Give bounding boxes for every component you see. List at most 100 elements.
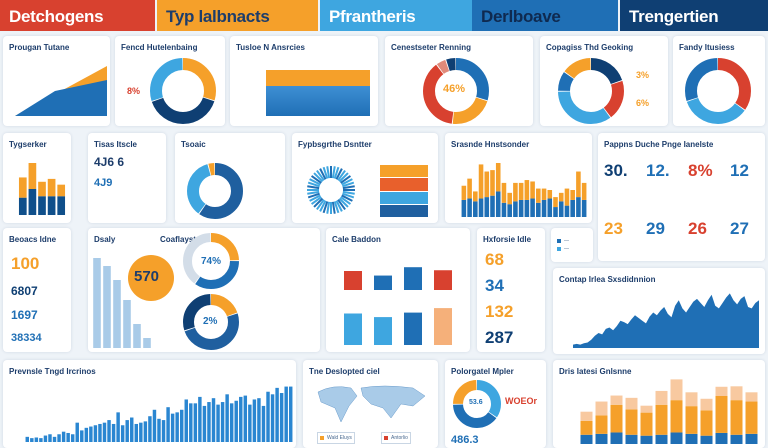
kpi-value: 6807 (11, 284, 38, 298)
bar-segment (38, 196, 46, 215)
bar-segment (581, 199, 587, 217)
sunburst-ray (342, 190, 355, 195)
bar (34, 437, 39, 442)
bar-segment (685, 406, 698, 434)
card-title: Srasnde Hnstsonder (451, 140, 530, 149)
bar (239, 396, 243, 442)
bar (93, 258, 101, 348)
donut-segment (423, 58, 489, 124)
bar-segment (625, 409, 638, 435)
card-title: Contap Irlea Sxsdidnnion (559, 275, 656, 284)
bar (102, 422, 107, 442)
map-legend-item: Antorlio (381, 432, 411, 444)
bar-segment (715, 396, 728, 433)
card-donut: Fencd Hutelenbaing 8% (115, 36, 225, 126)
bar-segment (541, 188, 547, 200)
card-title: Dsaly (94, 235, 116, 244)
sunburst-ray (309, 194, 321, 202)
bar-segment (745, 433, 758, 444)
bar-segment (715, 432, 728, 444)
tab-1[interactable]: Detchogens (0, 0, 155, 31)
bar (275, 387, 279, 442)
bar-segment (524, 199, 530, 217)
bar-segment (640, 405, 653, 413)
card-title: Prougan Tutane (9, 43, 70, 52)
tab-3[interactable]: Pfrantheris (320, 0, 472, 31)
bar-segment (655, 434, 668, 444)
tab-5[interactable]: Trengertien (620, 0, 768, 31)
bar-segment (467, 178, 472, 199)
tab-2[interactable]: Typ lalbnacts (157, 0, 318, 31)
bar (279, 393, 284, 442)
card-title: Hxforsie Idle (483, 235, 532, 244)
sunburst-ray (313, 197, 324, 208)
bar-segment (57, 196, 66, 215)
bar-segment (745, 392, 758, 402)
kpi-value: 23 (604, 219, 623, 238)
kpi-value: 74% (201, 256, 222, 267)
donut-segment (187, 163, 243, 219)
sunburst-ray (313, 172, 324, 183)
kpi-value: 132 (485, 302, 514, 321)
stacked-bar-chart (461, 163, 587, 217)
bar-segment (655, 404, 668, 435)
bar (80, 430, 84, 442)
donut-segment (423, 58, 489, 124)
bar-segment (558, 201, 564, 217)
sunburst-ray (338, 172, 349, 183)
bar (434, 270, 452, 290)
card-title: Tusloe N Ansrcies (236, 43, 305, 52)
bar (43, 435, 48, 442)
stacked-bar-chart (18, 163, 66, 215)
bar-segment (625, 397, 638, 410)
bar-segment (564, 205, 570, 217)
donut-segment (423, 58, 489, 124)
bar-segment (501, 182, 507, 203)
bar-segment (490, 170, 495, 196)
kpi-value: 486.3 (451, 434, 479, 446)
sunburst-ray (341, 178, 353, 186)
sunburst-ray (310, 196, 322, 205)
bar-segment (610, 432, 623, 444)
donut-segment (558, 58, 624, 124)
card-donut: Copagiss Thd Geoking 3% 6% (540, 36, 668, 126)
card-stacked-bars: Srasnde Hnstsonder (445, 133, 592, 223)
bar-segment (547, 198, 553, 217)
card-title: Cenestseter Renning (391, 43, 472, 52)
kpi-value: 2% (203, 316, 218, 327)
bar (130, 417, 134, 442)
bar-segment (18, 197, 27, 215)
bar-segment (670, 379, 683, 401)
blue-band (266, 86, 370, 116)
donut-segment (183, 233, 239, 289)
donut-chart (453, 380, 501, 428)
sunburst-chart (307, 166, 355, 214)
kpi-value: 12. (646, 161, 670, 180)
bar (152, 409, 157, 442)
bar-segment (595, 401, 608, 416)
bar (266, 391, 270, 442)
sunburst-ray (309, 178, 321, 186)
bar (216, 404, 220, 442)
tab-4[interactable]: Derlboave (472, 0, 618, 31)
bar (184, 399, 188, 442)
bar-segment (576, 197, 581, 217)
sunburst-ray (337, 169, 346, 181)
bar (30, 438, 34, 442)
donut-chart (183, 294, 239, 350)
bar-segment (700, 410, 713, 436)
card-title: Polorgatel Mpler (451, 367, 514, 376)
card-title: Fandy Itusiess (679, 43, 735, 52)
card-title: Beoacs Idne (9, 235, 57, 244)
sunburst-ray (307, 192, 320, 199)
kpi-value: 3% (636, 70, 650, 80)
kpi-value: 29 (646, 219, 665, 238)
card-legend: — — (551, 228, 593, 262)
sunburst-ray (335, 168, 343, 180)
card-bar: Tusloe N Ansrcies (230, 36, 378, 126)
bar-segment (38, 181, 46, 197)
sunburst-ray (316, 169, 325, 181)
bar (139, 422, 143, 442)
bar-segment (640, 435, 653, 444)
donut-segment (150, 58, 216, 124)
